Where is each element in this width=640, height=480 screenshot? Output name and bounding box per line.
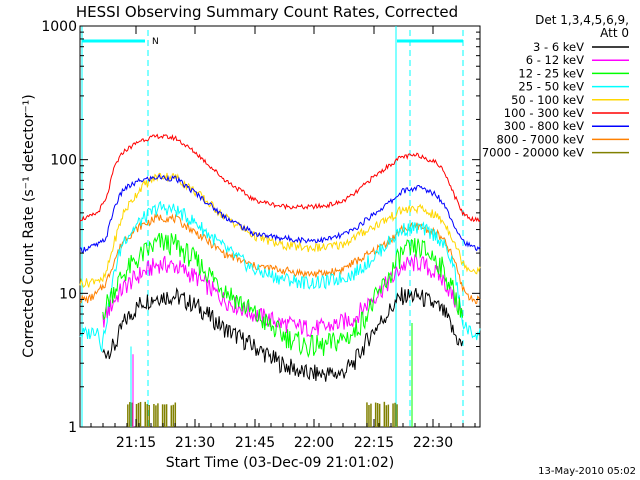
y-tick-label: 1 xyxy=(68,420,77,436)
x-tick-label: 21:45 xyxy=(235,435,275,451)
series-line xyxy=(102,287,464,382)
legend-label: 50 - 100 keV xyxy=(511,93,584,107)
series-3-6-keV xyxy=(102,287,464,382)
x-tick-label: 22:30 xyxy=(413,435,453,451)
data-series xyxy=(79,133,481,427)
plot-frame xyxy=(79,25,481,428)
series-line xyxy=(102,254,464,338)
legend-label: 300 - 800 keV xyxy=(504,119,584,133)
series-line xyxy=(79,133,481,223)
time-markers: N xyxy=(81,26,464,427)
series-100-300-keV xyxy=(79,133,481,223)
y-tick-label: 1000 xyxy=(41,19,77,35)
legend-label: 7000 - 20000 keV xyxy=(482,146,584,160)
x-tick-label: 21:15 xyxy=(116,435,156,451)
legend-header-line-1: Det 1,3,4,5,6,9, xyxy=(535,13,629,27)
series-line xyxy=(79,213,481,304)
footer-date: 13-May-2010 05:02 xyxy=(538,466,636,477)
series-line xyxy=(79,200,481,352)
plot-area: N xyxy=(79,25,481,428)
y-tick-labels: 1 10 100 1000 xyxy=(41,19,77,436)
x-tick-label: 22:00 xyxy=(294,435,334,451)
series-6-12-keV xyxy=(102,254,464,338)
series-800-7000-keV xyxy=(79,213,481,304)
series-12-25-keV xyxy=(102,232,464,358)
legend-label: 6 - 12 keV xyxy=(526,53,584,67)
y-tick-label: 100 xyxy=(50,153,77,169)
axis-ticks xyxy=(80,25,480,428)
legend-header-line-2: Att 0 xyxy=(600,26,629,40)
legend-label: 800 - 7000 keV xyxy=(496,132,584,146)
series-line xyxy=(79,173,481,253)
series-25-50-keV xyxy=(79,200,481,352)
x-tick-labels: 21:15 21:30 21:45 22:00 22:15 22:30 xyxy=(116,435,453,451)
x-tick-label: 21:30 xyxy=(175,435,215,451)
legend-label: 12 - 25 keV xyxy=(518,66,584,80)
x-tick-label: 22:15 xyxy=(354,435,394,451)
series-7000-20000-keV xyxy=(127,401,398,427)
y-axis-label: Corrected Count Rate (s⁻¹ detector⁻¹) xyxy=(21,94,37,357)
x-axis-label: Start Time (03-Dec-09 21:01:02) xyxy=(166,455,394,471)
legend-label: 25 - 50 keV xyxy=(518,80,584,94)
legend-label: 3 - 6 keV xyxy=(533,40,584,54)
series-300-800-keV xyxy=(79,173,481,253)
chart-title: HESSI Observing Summary Count Rates, Cor… xyxy=(76,3,458,21)
time-marker-label: N xyxy=(152,37,159,47)
y-tick-label: 10 xyxy=(59,286,77,302)
legend-label: 100 - 300 keV xyxy=(504,106,584,120)
series-line xyxy=(102,232,464,358)
